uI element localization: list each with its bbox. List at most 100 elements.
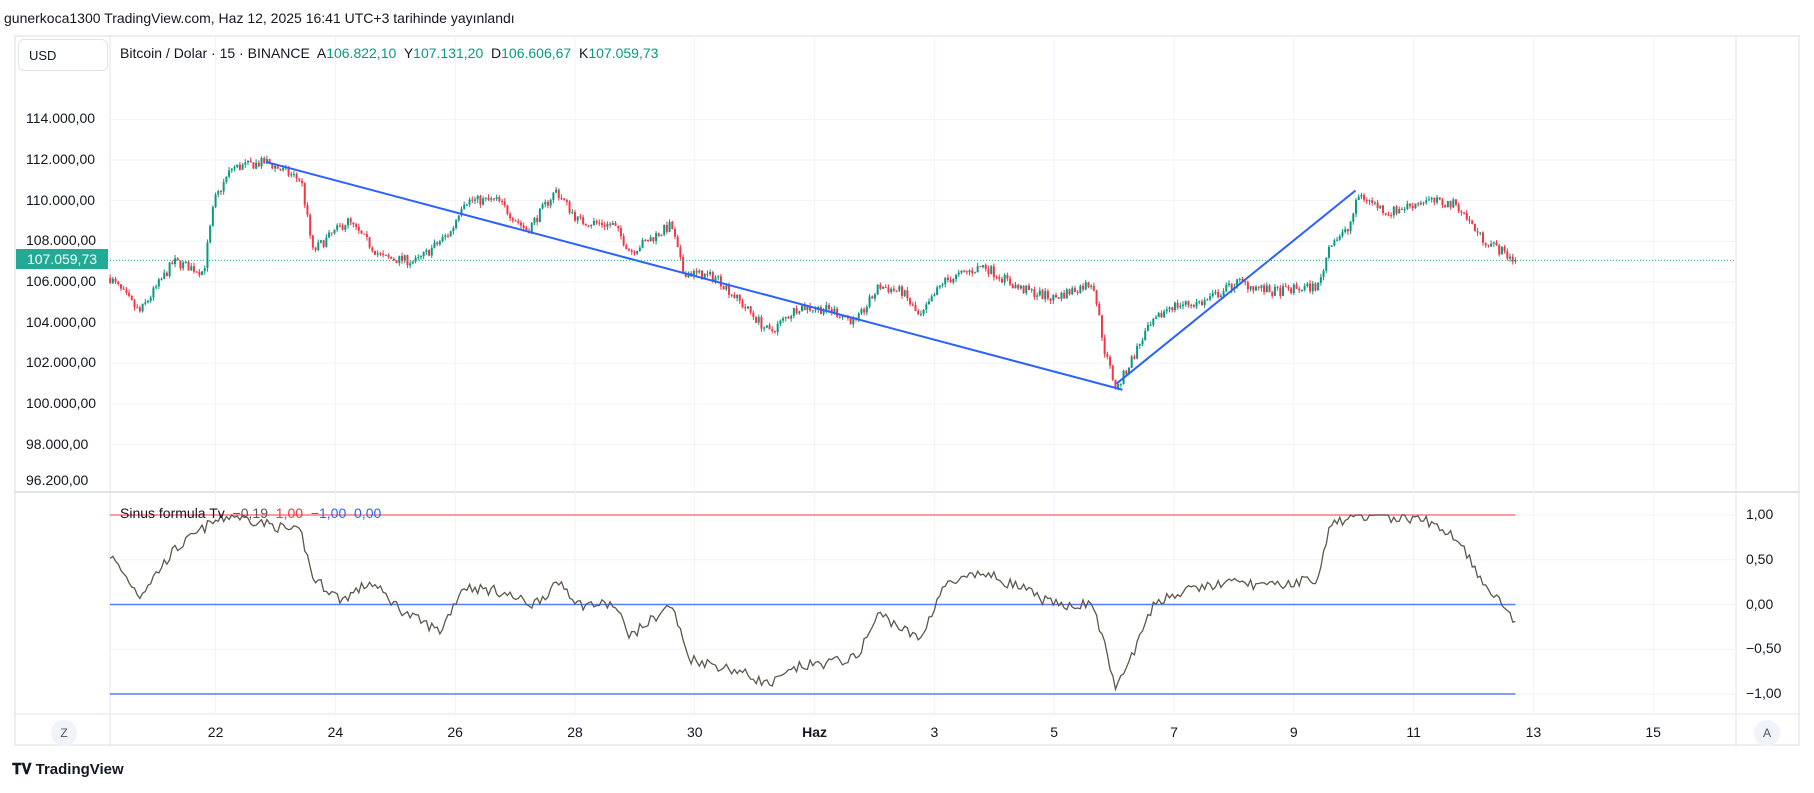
candle (1060, 292, 1063, 299)
candle (768, 325, 771, 330)
candle (1454, 199, 1457, 205)
candle (992, 266, 995, 277)
candle (1349, 221, 1352, 232)
time-tick-label: 26 (447, 724, 463, 740)
candle (887, 287, 890, 293)
candle (311, 235, 314, 248)
candle (1371, 200, 1374, 203)
candle (1446, 201, 1449, 208)
candle (695, 271, 698, 273)
candle (230, 168, 233, 171)
candle (1333, 240, 1336, 246)
candle (1392, 206, 1395, 216)
candle (890, 288, 893, 293)
candle (211, 206, 214, 226)
candle (1144, 330, 1147, 341)
candle (352, 222, 355, 225)
candle (1055, 294, 1058, 298)
candle (800, 305, 803, 312)
candle (725, 285, 728, 290)
zoom-button[interactable]: Z (51, 720, 77, 746)
candle (738, 294, 741, 301)
candle (1319, 277, 1322, 283)
candle (587, 225, 590, 227)
candle (1492, 242, 1495, 244)
candle (1346, 229, 1349, 232)
candle (1268, 285, 1271, 293)
candle (341, 225, 344, 230)
candle (857, 313, 860, 319)
candle (1427, 199, 1430, 201)
candle (309, 214, 312, 236)
candle (917, 310, 920, 315)
candle (871, 296, 874, 299)
candle (1195, 301, 1198, 307)
indicator-legend[interactable]: Sinus formula Tv −0,19 1,00 −1,00 0,00 (120, 505, 381, 521)
candle (1387, 214, 1390, 216)
candle (1155, 317, 1158, 319)
candle (1482, 232, 1485, 243)
candle (1498, 245, 1501, 255)
candle (852, 317, 855, 325)
candle (579, 216, 582, 218)
candle (563, 198, 566, 201)
candle (1249, 286, 1252, 290)
candle (1314, 283, 1317, 291)
candle (833, 308, 836, 313)
candle (803, 305, 806, 311)
candle (1395, 206, 1398, 214)
candle (1344, 229, 1347, 233)
candle (1241, 278, 1244, 282)
candle (1138, 344, 1141, 346)
candle (460, 208, 463, 216)
candle (911, 304, 914, 306)
candle (636, 251, 639, 254)
candle (1514, 260, 1517, 262)
candle (1490, 243, 1493, 247)
candle (757, 317, 760, 323)
candle (544, 202, 547, 205)
candle (522, 225, 525, 228)
candle (1036, 295, 1039, 297)
candle (1265, 285, 1268, 293)
candle (147, 300, 150, 303)
candle (387, 254, 390, 257)
candle (1509, 256, 1512, 259)
candle (249, 160, 252, 163)
candle (611, 223, 614, 225)
indicator-lower: −1,00 (310, 505, 347, 521)
candle (1222, 290, 1225, 296)
candle (114, 278, 117, 282)
candle (1360, 195, 1363, 197)
candle (222, 181, 225, 192)
candle (763, 327, 766, 329)
candle (1133, 356, 1136, 359)
candle (1179, 306, 1182, 308)
candle (549, 199, 552, 206)
candle (1014, 284, 1017, 289)
candle (571, 212, 574, 214)
candle (1173, 302, 1176, 311)
price-tick-label: 102.000,00 (26, 354, 97, 371)
candle (425, 250, 428, 252)
candle (1336, 239, 1339, 241)
currency-button[interactable]: USD (18, 39, 108, 71)
candle (538, 208, 541, 222)
auto-scale-button[interactable]: A (1754, 720, 1780, 746)
candle (1409, 203, 1412, 206)
candle (1322, 270, 1325, 278)
candle (1203, 300, 1206, 306)
candle (203, 268, 206, 272)
candle (1071, 288, 1074, 295)
indicator-upper: 1,00 (275, 505, 304, 521)
candle (1311, 283, 1314, 292)
candle (665, 224, 668, 232)
candle (1098, 304, 1101, 316)
time-tick-label: 15 (1645, 724, 1661, 740)
indicator-tick-label: 0,50 (1746, 550, 1774, 567)
candle (963, 270, 966, 272)
indicator-tick-label: 0,00 (1746, 595, 1774, 612)
candle (184, 261, 187, 263)
candle (144, 302, 147, 304)
